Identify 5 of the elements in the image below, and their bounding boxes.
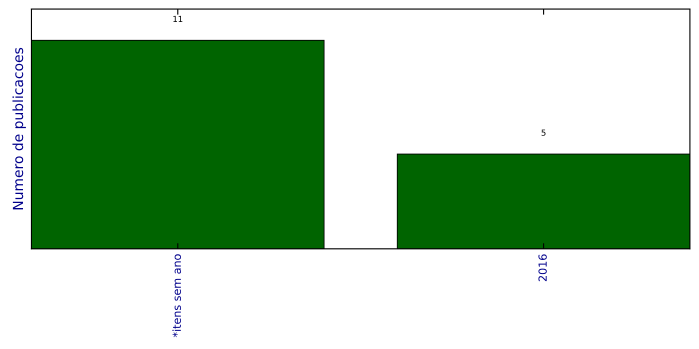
y-axis-title: Numero de publicacoes (12, 48, 26, 210)
x-tick-label: *itens sem ano (172, 254, 182, 338)
data-label: 5 (542, 130, 546, 136)
data-label: 11 (173, 16, 182, 22)
x-tick-label: 2016 (538, 254, 547, 282)
